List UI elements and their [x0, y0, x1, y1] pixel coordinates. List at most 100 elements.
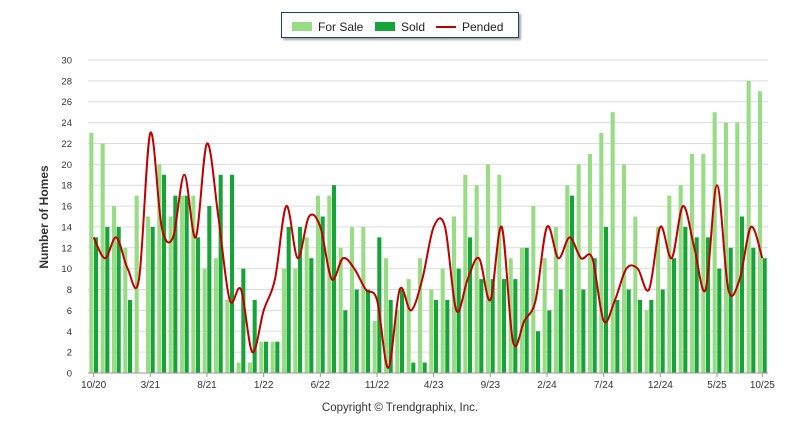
sold-swatch [375, 22, 395, 32]
y-tick-label: 4 [67, 327, 72, 338]
for-sale-bar [440, 268, 445, 373]
sold-bar [524, 247, 529, 373]
for-sale-bar [644, 310, 649, 373]
sold-bar [411, 362, 416, 373]
for-sale-bar [406, 279, 411, 373]
sold-bar [354, 289, 359, 373]
sold-bar [173, 195, 178, 373]
sold-bar [218, 174, 223, 373]
for-sale-bar [349, 226, 355, 373]
for-sale-bar [757, 91, 763, 374]
y-tick-label: 30 [61, 56, 72, 67]
for-sale-bar [667, 195, 672, 373]
for-sale-bar [587, 153, 593, 373]
sold-bar [93, 237, 99, 373]
y-tick-label: 24 [61, 118, 72, 129]
for-sale-bar [610, 112, 615, 374]
sold-bar [637, 299, 643, 373]
y-tick-label: 16 [61, 202, 72, 213]
sold-bar [581, 289, 586, 373]
sold-bar [558, 289, 563, 373]
legend-label-sold: Sold [401, 19, 426, 34]
sold-bar [422, 362, 427, 373]
for-sale-bar [157, 164, 162, 373]
sold-bar [626, 289, 631, 373]
for-sale-bars [89, 80, 763, 374]
y-tick-label: 14 [61, 222, 72, 233]
for-sale-bar [168, 216, 173, 373]
for-sale-bar [89, 133, 94, 373]
sold-bar [717, 268, 722, 373]
for-sale-bar [247, 362, 253, 373]
sold-bar [116, 226, 121, 373]
sold-bar [377, 237, 382, 373]
x-tick-label: 2/24 [537, 380, 557, 391]
y-axis-label: Number of Homes [37, 165, 51, 269]
y-tick-label: 2 [67, 348, 72, 359]
for-sale-bar [236, 362, 241, 373]
for-sale-bar [542, 258, 547, 373]
x-axis-ticks: 10/20 3/21 8/21 1/22 6/22 11/22 4/23 9/23 2/24 7/… [81, 373, 775, 391]
x-tick-label: 3/21 [141, 380, 161, 391]
x-tick-label: 6/22 [311, 380, 331, 391]
legend-item-pended: Pended [436, 19, 503, 34]
for-sale-bar [383, 258, 389, 373]
for-sale-bar [338, 247, 343, 373]
for-sale-bar [621, 164, 627, 373]
for-sale-bar [497, 174, 502, 373]
for-sale-bar [735, 122, 740, 373]
sold-bar [229, 174, 235, 373]
sold-bar [683, 226, 688, 373]
y-tick-label: 28 [61, 76, 72, 87]
sold-bar [105, 226, 110, 373]
for-sale-bar [100, 143, 105, 373]
x-tick-label: 7/24 [594, 380, 614, 391]
sold-bar [388, 299, 393, 373]
sold-bar [501, 279, 507, 373]
x-tick-label: 12/24 [648, 380, 673, 391]
for-sale-bar [565, 185, 570, 373]
for-sale-bar [678, 185, 683, 373]
for-sale-bar [417, 258, 423, 373]
for-sale-bar [259, 341, 264, 373]
x-tick-label: 5/25 [707, 380, 727, 391]
for-sale-bar [281, 268, 287, 373]
sold-bar [150, 226, 155, 373]
y-tick-label: 20 [61, 160, 72, 171]
sold-bar [603, 226, 609, 373]
for-sale-swatch [292, 22, 312, 32]
sold-bar [445, 299, 450, 373]
for-sale-bar [304, 237, 309, 373]
sold-bar [275, 341, 280, 373]
pended-line [92, 131, 764, 369]
for-sale-bar [474, 185, 479, 373]
for-sale-bar [655, 226, 661, 373]
copyright-text: Copyright © Trendgraphix, Inc. [321, 402, 479, 414]
for-sale-bar [599, 133, 604, 373]
for-sale-bar [361, 226, 366, 373]
x-tick-label: 10/20 [81, 380, 106, 391]
y-tick-label: 8 [67, 285, 72, 296]
y-tick-label: 0 [67, 369, 72, 380]
sold-bar [694, 237, 699, 373]
x-tick-label: 9/23 [481, 380, 501, 391]
for-sale-bar [723, 122, 729, 373]
sold-bar [705, 237, 711, 373]
sold-bar [263, 341, 269, 373]
for-sale-bar [179, 195, 185, 373]
for-sale-bar [395, 310, 400, 373]
for-sale-bar [327, 195, 332, 373]
y-tick-label: 18 [61, 181, 72, 192]
sold-bar [320, 216, 325, 373]
for-sale-bar [746, 80, 751, 373]
for-sale-bar [372, 320, 377, 373]
x-tick-label: 4/23 [424, 380, 444, 391]
for-sale-bar [293, 268, 298, 373]
legend: For Sale Sold Pended [281, 12, 519, 38]
sold-bar [286, 226, 291, 373]
for-sale-bar [213, 258, 219, 373]
x-tick-label: 8/21 [197, 380, 217, 391]
for-sale-bar [123, 247, 128, 373]
x-tick-label: 10/25 [750, 380, 775, 391]
